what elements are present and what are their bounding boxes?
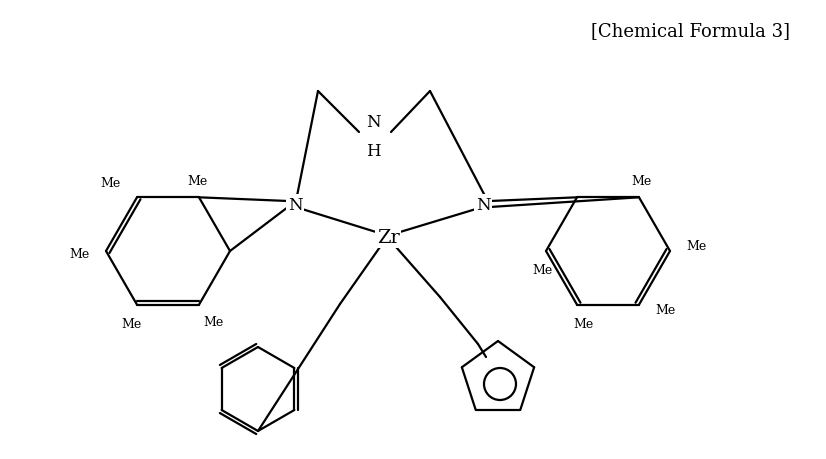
Text: Zr: Zr <box>377 229 400 246</box>
Text: H: H <box>366 143 380 160</box>
Text: N: N <box>476 196 491 213</box>
Text: [Chemical Formula 3]: [Chemical Formula 3] <box>591 22 790 40</box>
Text: Me: Me <box>686 240 706 253</box>
Text: Me: Me <box>101 177 121 190</box>
Text: Me: Me <box>203 315 223 328</box>
Text: Me: Me <box>69 247 90 260</box>
Text: N: N <box>287 196 302 213</box>
Text: Me: Me <box>655 303 675 317</box>
Text: Me: Me <box>187 175 207 188</box>
Text: N: N <box>366 114 380 131</box>
Text: Me: Me <box>573 317 593 330</box>
Text: Me: Me <box>532 263 552 276</box>
Text: Me: Me <box>121 317 141 330</box>
Text: Me: Me <box>631 175 651 188</box>
